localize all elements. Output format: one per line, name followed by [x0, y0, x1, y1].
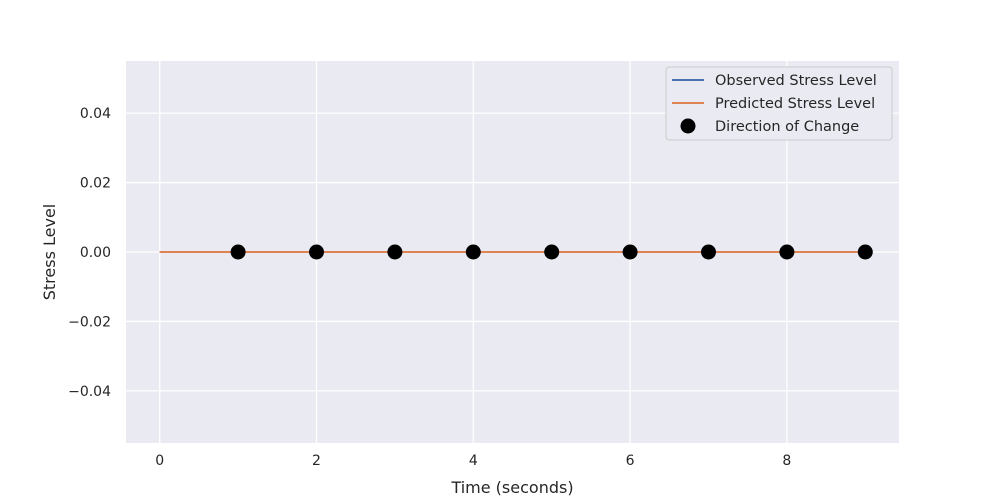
x-tick-label: 8: [782, 453, 791, 469]
direction-of-change-point: [309, 244, 325, 260]
legend-label-predicted: Predicted Stress Level: [715, 96, 875, 112]
y-axis-ticks: −0.04 −0.02 0.00 0.02 0.04: [68, 106, 111, 400]
x-tick-label: 2: [312, 453, 321, 469]
legend-label-observed: Observed Stress Level: [715, 73, 877, 89]
y-tick-label: 0.00: [80, 245, 111, 261]
legend-marker-direction: [680, 118, 696, 134]
y-tick-label: −0.02: [68, 314, 111, 330]
x-tick-label: 0: [155, 453, 164, 469]
direction-of-change-point: [230, 244, 246, 260]
direction-of-change-point: [544, 244, 560, 260]
legend-label-direction: Direction of Change: [715, 119, 859, 135]
series-layer: [159, 244, 873, 260]
direction-of-change-point: [779, 244, 795, 260]
direction-of-change-point: [465, 244, 481, 260]
legend: Observed Stress Level Predicted Stress L…: [665, 66, 893, 141]
y-tick-label: 0.02: [80, 176, 111, 192]
legend-frame: [665, 66, 893, 141]
y-tick-label: 0.04: [80, 106, 111, 122]
direction-of-change-point: [387, 244, 403, 260]
x-axis-title: Time (seconds): [450, 478, 573, 497]
y-tick-label: −0.04: [68, 384, 111, 400]
direction-of-change-point: [857, 244, 873, 260]
direction-of-change-point: [622, 244, 638, 260]
x-axis-ticks: 0 2 4 6 8: [155, 453, 791, 469]
x-tick-label: 6: [626, 453, 635, 469]
direction-of-change-point: [700, 244, 716, 260]
y-axis-title: Stress Level: [40, 204, 59, 301]
x-tick-label: 4: [469, 453, 478, 469]
